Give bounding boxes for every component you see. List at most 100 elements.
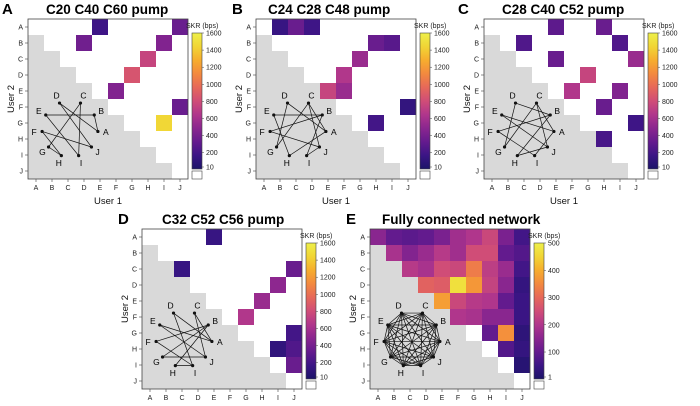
- heatmap-cell-di: [498, 277, 514, 293]
- heatmap-cell-cj: [286, 261, 302, 277]
- heatmap-bg-cell: [124, 147, 140, 163]
- heatmap-bg-cell: [500, 163, 516, 179]
- heatmap-bg-cell: [238, 341, 254, 357]
- heatmap-bg-cell: [156, 147, 172, 163]
- heatmap-cell-fh: [596, 99, 612, 115]
- heatmap-bg-cell: [256, 115, 272, 131]
- heatmap-bg-cell: [516, 19, 532, 35]
- y-tick-label: E: [360, 299, 365, 306]
- heatmap-bg-cell: [272, 131, 288, 147]
- colorbar-tick-label: 1200: [662, 65, 678, 72]
- x-tick-label: I: [277, 395, 279, 402]
- heatmap-bg-cell: [140, 163, 156, 179]
- heatmap-bg-cell: [142, 309, 158, 325]
- heatmap-bg-cell: [256, 83, 272, 99]
- network-node-label: J: [437, 357, 441, 367]
- x-tick-label: E: [212, 395, 217, 402]
- x-tick-label: J: [292, 395, 296, 402]
- heatmap-bg-cell: [628, 35, 644, 51]
- heatmap-bg-cell: [500, 83, 516, 99]
- heatmap-cell-ai: [498, 229, 514, 245]
- heatmap-bg-cell: [270, 309, 286, 325]
- network-edge: [435, 324, 441, 342]
- heatmap-bg-cell: [254, 229, 270, 245]
- heatmap-bg-cell: [498, 373, 514, 389]
- network-node-label: C: [194, 301, 200, 311]
- heatmap-bg-cell: [532, 51, 548, 67]
- heatmap-bg-cell: [206, 341, 222, 357]
- heatmap-bg-cell: [124, 35, 140, 51]
- y-tick-label: G: [18, 121, 23, 128]
- heatmap-bg-cell: [190, 229, 206, 245]
- network-node-label: H: [56, 158, 62, 168]
- heatmap-bg-cell: [368, 163, 384, 179]
- heatmap-bg-cell: [44, 67, 60, 83]
- heatmap-bg-cell: [60, 147, 76, 163]
- heatmap-bg-cell: [628, 83, 644, 99]
- heatmap-bg-cell: [158, 357, 174, 373]
- x-tick-label: F: [114, 185, 118, 192]
- network-edge: [173, 312, 213, 342]
- colorbar-tick-label: 800: [206, 99, 218, 106]
- heatmap-bg-cell: [238, 245, 254, 261]
- network-node-label: H: [170, 368, 176, 378]
- heatmap-cell-cd: [418, 261, 434, 277]
- heatmap-cell-hj: [286, 341, 302, 357]
- heatmap-bg-cell: [482, 341, 498, 357]
- network-edge: [48, 102, 81, 148]
- heatmap-bg-cell: [142, 341, 158, 357]
- network-edge: [420, 356, 434, 366]
- network-edge: [45, 114, 79, 156]
- heatmap-bg-cell: [564, 51, 580, 67]
- heatmap-bg-cell: [612, 115, 628, 131]
- network-node-label: A: [331, 127, 337, 137]
- heatmap-bg-cell: [172, 131, 188, 147]
- colorbar-tick-label: 200: [320, 360, 332, 367]
- x-tick-label: E: [98, 185, 103, 192]
- x-tick-label: H: [601, 185, 606, 192]
- heatmap-bg-cell: [320, 131, 336, 147]
- heatmap-bg-cell: [386, 261, 402, 277]
- heatmap-cell-gj: [514, 325, 530, 341]
- heatmap-bg-cell: [254, 245, 270, 261]
- heatmap-bg-cell: [612, 163, 628, 179]
- heatmap-bg-cell: [124, 163, 140, 179]
- heatmap-bg-cell: [238, 261, 254, 277]
- heatmap-bg-cell: [256, 19, 272, 35]
- heatmap-cell-ee: [320, 83, 336, 99]
- heatmap-bg-cell: [580, 35, 596, 51]
- heatmap-bg-cell: [206, 357, 222, 373]
- colorbar-tick-label: 800: [434, 99, 446, 106]
- network-edge: [403, 356, 434, 366]
- heatmap-bg-cell: [580, 51, 596, 67]
- heatmap-cell-bi: [156, 35, 172, 51]
- heatmap-bg-cell: [92, 99, 108, 115]
- heatmap-bg-cell: [190, 245, 206, 261]
- heatmap-bg-cell: [222, 293, 238, 309]
- network-edge: [420, 341, 441, 366]
- x-tick-label: J: [634, 185, 638, 192]
- heatmap-bg-cell: [92, 147, 108, 163]
- heatmap-bg-cell: [256, 51, 272, 67]
- colorbar: [305, 242, 317, 380]
- heatmap-cell-ae: [206, 229, 222, 245]
- x-tick-label: B: [164, 395, 169, 402]
- heatmap-bg-cell: [142, 293, 158, 309]
- heatmap-cell-aa: [370, 229, 386, 245]
- heatmap-bg-cell: [206, 245, 222, 261]
- x-axis-label: User 1: [550, 196, 578, 207]
- network-node-f: [496, 129, 500, 134]
- network-node-g: [160, 355, 165, 359]
- heatmap-bg-cell: [500, 147, 516, 163]
- heatmap-bg-cell: [370, 277, 386, 293]
- heatmap-bg-cell: [400, 131, 416, 147]
- heatmap-cell-ae: [548, 19, 564, 35]
- heatmap-bg-cell: [564, 67, 580, 83]
- x-tick-label: J: [520, 395, 524, 402]
- heatmap-bg-cell: [564, 147, 580, 163]
- heatmap-cell-de: [434, 277, 450, 293]
- network-edge: [517, 114, 551, 156]
- x-tick-label: C: [179, 395, 184, 402]
- network-node-label: J: [551, 147, 555, 157]
- heatmap-bg-cell: [222, 277, 238, 293]
